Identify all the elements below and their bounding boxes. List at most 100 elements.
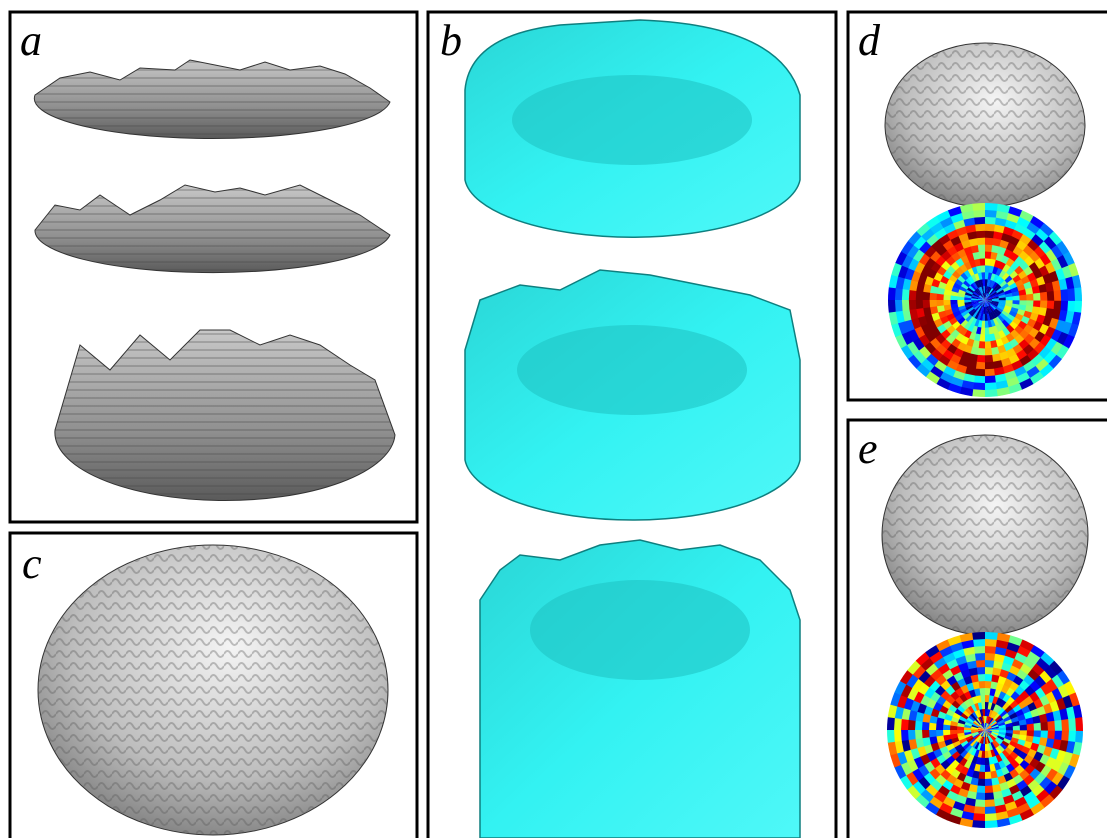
color-cell [973, 639, 986, 647]
color-cell [979, 681, 986, 689]
color-cell [1068, 718, 1076, 731]
figure: a b c d e [0, 0, 1107, 838]
color-cell [984, 820, 998, 828]
color-cell [976, 230, 986, 238]
color-cell [984, 799, 995, 807]
color-cell [1041, 722, 1049, 731]
cyan-drums [465, 20, 800, 838]
color-cell [984, 806, 996, 814]
color-cell [975, 653, 986, 661]
color-cell [975, 223, 986, 231]
color-cell [985, 646, 997, 654]
color-cell [936, 300, 944, 307]
color-cell [887, 729, 895, 743]
color-cell [971, 820, 985, 828]
color-map [888, 203, 1083, 398]
panel-label: e [858, 424, 878, 473]
color-cell [922, 299, 930, 308]
color-cell [984, 382, 997, 390]
color-cell [1061, 289, 1069, 301]
panel-label: b [440, 16, 462, 65]
color-cell [901, 718, 909, 730]
panel-label: c [22, 539, 42, 588]
color-cell [985, 341, 992, 349]
color-cell [1034, 723, 1042, 731]
color-cell [978, 674, 986, 682]
color-cell [915, 299, 923, 309]
color-cell [901, 288, 909, 300]
color-cell [1060, 300, 1068, 312]
color-cell [974, 216, 986, 224]
color-cell [984, 779, 992, 787]
color-cell [929, 299, 937, 307]
color-cell [936, 730, 944, 737]
color-cell [1019, 295, 1027, 301]
color-cell [943, 300, 951, 306]
color-cell [984, 792, 994, 800]
color-cell [976, 660, 986, 668]
color-cell [1061, 719, 1069, 731]
color-cell [979, 688, 985, 696]
color-cell [974, 799, 985, 807]
color-cell [915, 729, 923, 739]
color-cell [908, 289, 916, 300]
color-cell [1027, 724, 1035, 731]
color-cell [929, 729, 937, 737]
color-map [887, 632, 1084, 829]
color-cell [984, 369, 995, 377]
color-cell [943, 730, 951, 736]
color-cell [888, 286, 896, 300]
color-cell [977, 667, 986, 675]
color-cell [972, 632, 986, 640]
color-cell [922, 729, 930, 738]
color-cell [985, 334, 991, 342]
page: {"panels": [{"label": "a"}, {"label": "b… [0, 0, 1107, 838]
color-cell [985, 765, 991, 773]
color-cell [978, 244, 986, 252]
color-cell [973, 209, 986, 217]
color-cell [1020, 724, 1028, 730]
color-cell [1061, 730, 1069, 742]
color-cell [980, 258, 986, 266]
color-cell [985, 223, 996, 231]
color-cell [984, 355, 993, 363]
color-cell [1075, 717, 1083, 731]
silver-texture [882, 435, 1088, 635]
color-cell [908, 299, 916, 310]
panel-label: d [858, 16, 881, 65]
silver-texture [885, 43, 1085, 207]
panel-label: a [20, 16, 42, 65]
color-cell [984, 389, 998, 397]
color-cell [1033, 293, 1041, 301]
color-cell [979, 251, 986, 259]
color-cell [977, 237, 986, 245]
color-cell [1075, 730, 1083, 744]
color-cell [972, 203, 986, 211]
color-cell [984, 362, 994, 370]
color-cell [901, 729, 909, 741]
color-cell [894, 729, 902, 742]
color-cell [985, 632, 999, 640]
color-cell [908, 729, 916, 740]
color-cell [1074, 300, 1082, 314]
color-cell [1054, 720, 1062, 731]
color-cell [973, 375, 985, 383]
color-cell [985, 772, 992, 780]
color-cell [888, 299, 896, 313]
color-cell [974, 646, 986, 654]
gray-drums [34, 60, 395, 501]
color-cell [894, 299, 902, 312]
color-cell [1040, 292, 1048, 301]
color-cell [1054, 290, 1062, 301]
color-cell [973, 806, 985, 814]
color-cell [985, 653, 996, 661]
color-cell [887, 716, 895, 730]
color-cell [971, 389, 985, 397]
color-cell [985, 216, 997, 224]
color-cell [908, 719, 916, 730]
color-cell [974, 369, 985, 377]
color-cell [984, 348, 992, 356]
color-cell [1047, 291, 1055, 301]
color-cell [985, 203, 999, 211]
color-cell [1067, 288, 1075, 301]
